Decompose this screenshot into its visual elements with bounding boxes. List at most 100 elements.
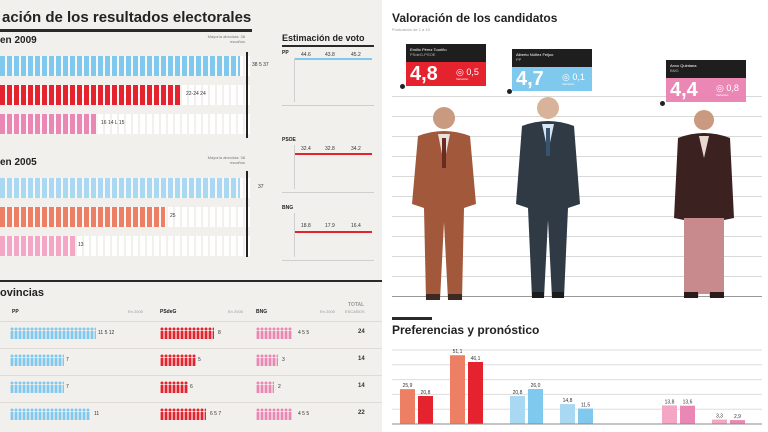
column-title-total: TOTAL (348, 302, 365, 308)
grid-line (392, 216, 762, 217)
pref-bar-label: 51,1 (453, 349, 463, 355)
candidate-photo-quintana (674, 110, 734, 298)
estimate-value: 32.8 (325, 146, 335, 152)
psoe-seat-icons (160, 408, 206, 420)
candidate-score-box: 4,4 ◎ 0,8 Variación (666, 78, 746, 102)
psoe-seats: 8 (218, 330, 221, 336)
column-sub-psoe: En 2005 (228, 309, 243, 314)
page-title: ación de los resultados electorales (2, 9, 252, 26)
total-seats: 22 (358, 410, 365, 416)
estimate-value: 18.8 (301, 223, 311, 229)
province-row: 11 6 5 7 4 5 5 22 (0, 402, 382, 424)
score-dot (507, 89, 512, 94)
grid-line (392, 156, 762, 157)
total-seats: 14 (358, 383, 365, 389)
estimate-plot: 44.6 43.8 45.2 (294, 52, 372, 102)
column-sub-bng: En 2005 (320, 309, 335, 314)
psoe-seats: 5 (198, 357, 201, 363)
pref-bar (528, 389, 543, 424)
pref-bar-label: 2,9 (734, 414, 741, 420)
pref-bar (510, 396, 525, 424)
pref-bar-label: 3,3 (716, 414, 723, 420)
column-title-pp: PP (12, 309, 19, 315)
title-rule (0, 29, 252, 32)
baseline (392, 296, 762, 297)
pref-bar (662, 405, 677, 424)
estimate-value: 16.4 (351, 223, 361, 229)
pref-bar (450, 355, 465, 424)
estimate-panel-bng: BNG 18.8 17.9 16.4 (282, 203, 374, 261)
estimate-panel-pp: PP 44.6 43.8 45.2 (282, 48, 374, 106)
total-seats: 14 (358, 356, 365, 362)
pref-bar (468, 361, 483, 424)
candidate-name-box: Emilio Pérez Touriño PSdeG-PSOE (406, 44, 486, 62)
results-panel: ación de los resultados electorales en 2… (0, 0, 382, 432)
pp-seats: 11 5 12 (98, 330, 115, 336)
pref-bar-label: 26,0 (531, 383, 541, 389)
estimate-value: 17.9 (325, 223, 335, 229)
candidate-card-quintana: Anxo Quintana BNG 4,4 ◎ 0,8 Variación (666, 60, 746, 106)
province-row: 11 5 12 8 4 5 5 24 (0, 321, 382, 343)
psoe-seats: 6 5 7 (210, 411, 222, 417)
candidate-party: PSdeG-PSOE (410, 52, 436, 57)
column-title-bng: BNG (256, 309, 268, 315)
estimate-value: 44.6 (301, 52, 311, 58)
grid-line (392, 276, 762, 277)
estimate-plot: 32.4 32.8 34.2 (294, 145, 372, 189)
score-delta-value: 0,8 (726, 83, 739, 93)
candidate-party: PP (516, 57, 522, 62)
section-2009-title: en 2009 (0, 35, 37, 46)
estimate-line-psoe (295, 153, 372, 155)
score-dot (660, 101, 665, 106)
estimate-value: 45.2 (351, 52, 361, 58)
column-title-psoe: PSdeG (160, 309, 177, 315)
estimate-value: 32.4 (301, 146, 311, 152)
pref-bar-label: 13,8 (665, 399, 675, 405)
majority-marker-2009 (246, 52, 248, 138)
pp-seats: 7 (66, 357, 69, 363)
candidate-photo-tourino (412, 107, 476, 300)
candidate-card-feijoo: Alberto Núñez Feijoo PP 4,7 ◎ 0,1 Variac… (512, 49, 592, 95)
candidate-score: 4,8 (410, 63, 438, 85)
bng-seats: 2 (278, 384, 281, 390)
down-arrow-icon: ◎ (716, 83, 724, 93)
pref-bar-label: 46,1 (471, 356, 481, 362)
bar-2009-psoe (0, 85, 180, 105)
candidate-name-box: Alberto Núñez Feijoo PP (512, 49, 592, 67)
estimate-line-bng (295, 231, 372, 233)
province-row: 7 5 3 14 (0, 348, 382, 370)
psoe-seat-icons (160, 381, 188, 393)
pp-seat-icons (10, 408, 90, 420)
province-row: 7 6 2 14 (0, 375, 382, 397)
estimate-rule (282, 45, 374, 47)
pref-bar-label: 20,8 (421, 390, 431, 396)
estimate-title: Estimación de voto (282, 33, 365, 43)
pref-bar (730, 420, 745, 424)
score-delta: ◎ 0,5 (456, 67, 479, 78)
majority-marker-2005 (246, 171, 248, 257)
bar-2005-bng (0, 236, 75, 256)
psoe-seat-icons (160, 327, 214, 339)
score-dot (400, 84, 405, 89)
bng-seats: 4 5 5 (298, 411, 310, 417)
bar-value-2005-bng: 13 (78, 242, 84, 248)
provinces-rule (0, 280, 382, 282)
preferences-rule (392, 317, 432, 320)
bar-value-2009-bng: 16 14 L 15 (101, 120, 125, 126)
candidate-name: Alberto Núñez Feijoo (516, 52, 554, 57)
preferences-title: Preferencias y pronóstico (392, 323, 540, 337)
provinces-title: ovincias (0, 287, 45, 299)
majority-label-2009: Mayoría absoluta: 38 escaños (207, 34, 245, 44)
pp-seats: 11 (94, 411, 100, 417)
candidate-score: 4,4 (670, 79, 698, 101)
grid-line (392, 96, 762, 97)
bng-seat-icons (256, 327, 292, 339)
candidate-photo-feijoo (516, 97, 580, 298)
bng-seat-icons (256, 354, 278, 366)
pref-bar (712, 419, 727, 424)
pp-seat-icons (10, 327, 96, 339)
candidate-score: 4,7 (516, 68, 544, 90)
pref-bar (578, 408, 593, 424)
bar-value-2009-psoe: 22-24 24 (186, 91, 206, 97)
preferences-chart: 25,9 20,8 51,1 46,1 20,8 26,0 14,8 11,5 13,8 13,6… (392, 349, 762, 425)
